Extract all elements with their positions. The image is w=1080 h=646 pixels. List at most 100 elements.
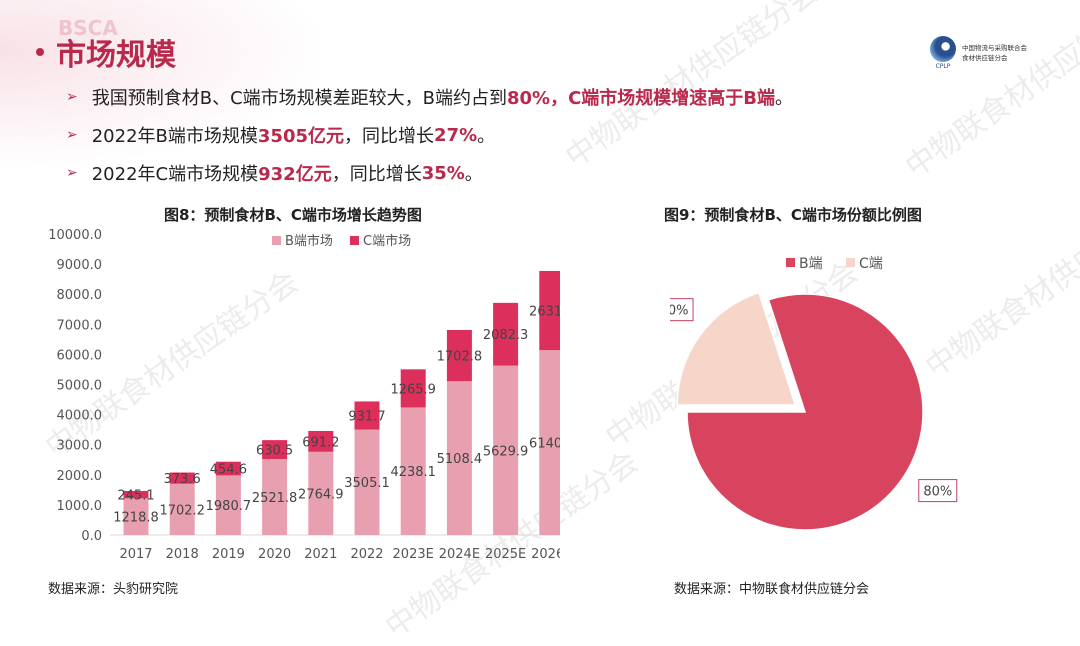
logo-line2: 食材供应链分会 [962,54,1008,62]
data-label-c: 1702.8 [437,350,483,365]
bullet-highlight: 932亿元 [258,164,332,185]
data-label-b: 1218.8 [113,511,159,526]
x-tick-label: 2018 [166,547,199,562]
bar-c [539,270,560,351]
figure8-title: 图8：预制食材B、C端市场增长趋势图 [164,206,422,224]
bullet-highlight: 27% [434,124,478,146]
bar-c [123,490,149,499]
data-label-b: 4238.1 [390,465,436,480]
bullet-highlight: 3505亿元 [257,126,345,147]
arrow-bullet-icon: ➢ [66,165,78,181]
globe-icon [930,36,956,62]
pie-label: 20% [670,304,688,319]
x-tick-label: 2023E [393,547,434,562]
bullet-text: ，同比增长 [331,164,422,185]
bullet-item: ➢ 我国预制食材B、C端市场规模差距较大，B端约占到 80%，C端市场规模增速高于… [66,78,793,116]
figure9-title: 图9：预制食材B、C端市场份额比例图 [664,206,922,224]
figure9-source: 数据来源：中物联食材供应链分会 [674,582,870,597]
pie-chart: B端 C端 80% 20% [670,256,958,531]
legend-label-b: B端 [799,256,823,272]
logo-line1: 中国物流与采购联合会 [962,44,1027,52]
data-label-c: 1265.9 [390,382,436,397]
data-label-b: 5629.9 [483,444,528,459]
data-label-c: 245.1 [117,489,154,504]
x-tick-label: 2017 [119,547,152,562]
data-label-b: 2521.8 [252,491,298,506]
bar-b [308,451,334,535]
bullet-text: ，同比增长 [344,126,435,147]
data-label-c: 691.2 [302,435,339,450]
legend-swatch-b [272,236,281,245]
bullet-text: 。 [477,126,496,147]
bar-chart: 0.0 1000.0 2000.0 3000.0 4000.0 5000.0 6000.0 7… [48,228,560,562]
logo-mark: CPLP [930,36,956,70]
data-label-c: 2631.7 [529,305,560,320]
bullet-list: ➢ 我国预制食材B、C端市场规模差距较大，B端约占到 80%，C端市场规模增速高于… [66,78,793,192]
figure8-source: 数据来源：头豹研究院 [48,582,179,597]
bar-b [262,459,288,535]
page-title: 市场规模 [56,38,176,73]
bar-b [493,365,519,535]
corner-decoration [0,0,330,170]
data-label-b: 5108.4 [437,452,483,467]
legend-label-c: C端 [859,256,883,272]
bar-b [169,483,195,535]
x-tick-label: 2026E [531,547,560,562]
bullet-text: 。 [464,164,483,185]
legend-label-b: B端市场 [285,233,333,249]
legend-label-c: C端市场 [363,233,411,249]
data-label-b: 1702.2 [159,503,205,518]
y-tick-label: 7000.0 [57,318,103,333]
watermark: 中物联食材供应链分会 [899,0,1080,186]
bar-b [400,407,426,535]
pie-label: 80% [923,485,952,500]
title-row: 市场规模 [36,30,176,74]
logo-text: 中国物流与采购联合会 食材供应链分会 [962,43,1027,63]
data-label-c: 454.6 [210,463,247,478]
data-label-c: 931.7 [348,409,385,424]
bullet-text: 我国预制食材B、C端市场规模差距较大，B端约占到 [91,88,507,109]
x-tick-label: 2024E [439,547,480,562]
legend-swatch-b [786,258,795,267]
bar-b [446,381,472,535]
data-label-b: 2764.9 [298,487,344,502]
bar-c [354,401,380,430]
legend-swatch-c [846,258,855,267]
bullet-text: 2022年C端市场规模 [91,164,259,185]
bar-c [308,430,334,452]
data-label-c: 373.6 [164,472,201,487]
x-tick-label: 2021 [304,547,337,562]
x-tick-label: 2020 [258,547,291,562]
bar-b [215,475,241,535]
bullet-text: 。 [775,88,794,109]
y-tick-label: 6000.0 [57,348,103,363]
y-tick-label: 8000.0 [57,288,103,303]
y-tick-label: 1000.0 [57,499,103,514]
pie-slice-c [676,291,797,406]
bar-c [400,369,426,408]
y-tick-label: 0.0 [81,529,102,544]
x-tick-label: 2025E [485,547,526,562]
y-tick-label: 5000.0 [57,379,103,394]
logo-abbr: CPLP [935,63,951,70]
bar-c [446,329,472,382]
arrow-bullet-icon: ➢ [66,89,78,105]
title-bullet [36,48,44,56]
bar-c [493,302,519,366]
header-mark: BSCA [58,16,118,40]
bar-b [123,498,149,535]
y-tick-label: 9000.0 [57,258,103,273]
x-tick-label: 2019 [212,547,245,562]
arrow-bullet-icon: ➢ [66,127,78,143]
bar-b [539,350,560,535]
bullet-highlight: 35% [421,162,465,184]
pie-label-box [918,479,958,503]
cplp-logo: CPLP 中国物流与采购联合会 食材供应链分会 [930,36,1027,70]
bar-c [262,440,288,460]
pie-label-box [670,298,694,322]
y-tick-label: 2000.0 [57,469,103,484]
data-label-b: 3505.1 [344,476,390,491]
bullet-highlight: 80%，C端市场规模增速高于B端 [507,88,776,109]
data-label-b: 6140.6 [529,437,560,452]
bar-c [169,472,195,484]
